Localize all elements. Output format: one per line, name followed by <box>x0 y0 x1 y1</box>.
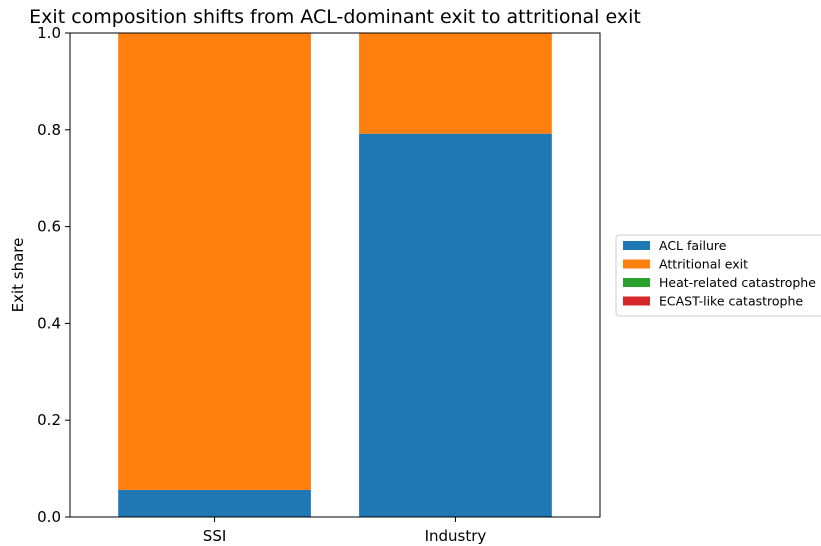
legend-swatch <box>623 241 650 250</box>
y-tick-label: 0.2 <box>37 411 61 429</box>
legend-swatch <box>623 278 650 287</box>
x-tick-label: Industry <box>425 527 487 545</box>
legend-label: Heat-related catastrophe <box>659 275 816 290</box>
legend-box <box>615 234 821 317</box>
plot-frame <box>69 32 601 518</box>
chart-title: Exit composition shifts from ACL-dominan… <box>29 6 641 28</box>
y-tick-label: 0.4 <box>37 314 61 332</box>
legend-swatch <box>623 296 650 306</box>
y-axis-label: Exit share <box>9 238 27 313</box>
bar-ssi-series-1 <box>118 33 311 490</box>
legend-swatch <box>623 259 650 269</box>
legend-label: ECAST-like catastrophe <box>659 294 803 309</box>
legend-label: Attritional exit <box>659 257 748 272</box>
x-axis: SSI Industry <box>203 517 487 545</box>
y-tick-label: 0.6 <box>37 218 61 236</box>
y-tick-label: 0.8 <box>37 121 61 139</box>
bar-ssi-series-0 <box>118 489 311 517</box>
legend: ACL failure Attritional exit Heat-related … <box>615 234 821 317</box>
bar-industry-series-0 <box>359 133 552 517</box>
y-axis: 0.0 0.2 0.4 0.6 0.8 1.0 <box>37 24 70 526</box>
bars-group <box>118 33 552 517</box>
x-tick-label: SSI <box>203 527 226 545</box>
bar-industry-series-1 <box>359 33 552 134</box>
y-tick-label: 1.0 <box>37 24 61 42</box>
legend-label: ACL failure <box>659 238 727 253</box>
y-tick-label: 0.0 <box>37 508 61 526</box>
